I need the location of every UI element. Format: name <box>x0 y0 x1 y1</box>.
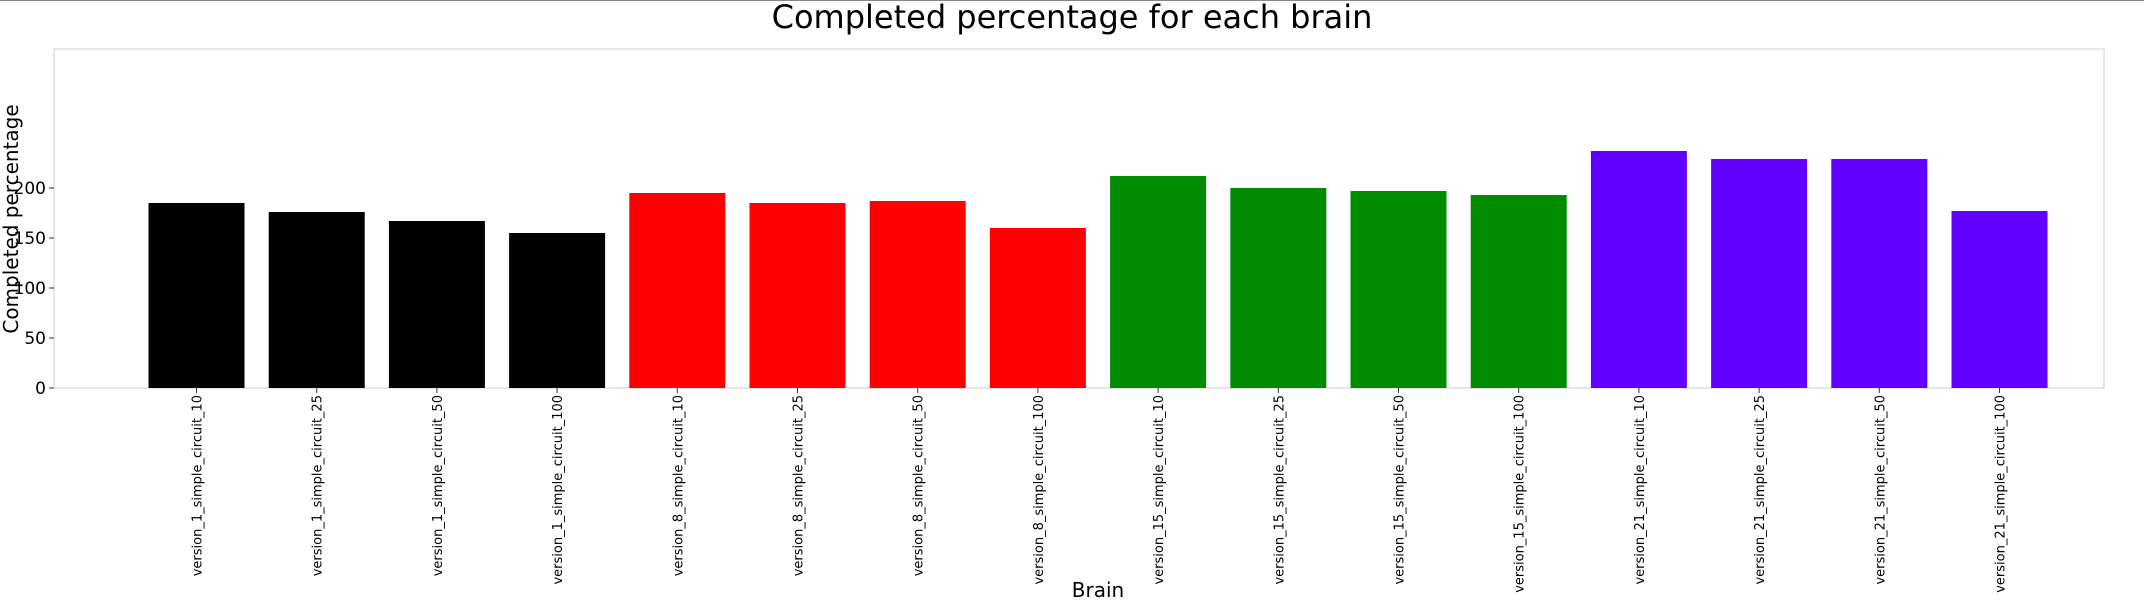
bar-version_8_simple_circuit_10 <box>629 193 726 388</box>
chart-title: Completed percentage for each brain <box>772 1 1373 36</box>
bar-version_1_simple_circuit_100 <box>509 233 606 388</box>
y-tick-label: 200 <box>14 179 46 199</box>
bar-version_21_simple_circuit_25 <box>1711 159 1808 388</box>
x-tick-label: version_8_simple_circuit_50 <box>912 395 927 576</box>
x-axis: version_1_simple_circuit_10 version_1_sim… <box>191 388 2009 593</box>
y-axis-label: Completed percentage <box>0 104 23 333</box>
x-tick-label: version_21_simple_circuit_10 <box>1633 395 1648 585</box>
y-axis: 0 50 100 150 200 <box>14 179 54 399</box>
x-tick-label: version_8_simple_circuit_25 <box>792 395 807 576</box>
y-tick-label: 50 <box>24 329 46 349</box>
y-tick-label: 150 <box>14 229 46 249</box>
bar-version_1_simple_circuit_10 <box>148 203 245 388</box>
bar-version_8_simple_circuit_100 <box>989 228 1086 388</box>
bar-version_15_simple_circuit_10 <box>1110 176 1207 388</box>
bar-version_1_simple_circuit_50 <box>388 221 485 388</box>
bar-version_21_simple_circuit_10 <box>1590 151 1687 388</box>
bar-version_15_simple_circuit_100 <box>1470 195 1567 388</box>
x-tick-label: version_21_simple_circuit_25 <box>1753 395 1768 585</box>
bar-version_8_simple_circuit_50 <box>869 201 966 388</box>
bar-version_21_simple_circuit_50 <box>1831 159 1928 388</box>
x-tick-label: version_8_simple_circuit_10 <box>671 395 686 576</box>
x-tick-label: version_15_simple_circuit_25 <box>1272 395 1287 585</box>
x-tick-label: version_21_simple_circuit_100 <box>1994 395 2009 593</box>
y-tick-label: 100 <box>14 279 46 299</box>
x-axis-label: Brain <box>1072 578 1124 601</box>
bars-group <box>148 151 2048 388</box>
x-tick-label: version_15_simple_circuit_10 <box>1152 395 1167 585</box>
bar-version_1_simple_circuit_25 <box>268 212 365 388</box>
bar-version_15_simple_circuit_25 <box>1230 188 1327 388</box>
x-tick-label: version_1_simple_circuit_25 <box>311 395 326 576</box>
x-tick-label: version_1_simple_circuit_100 <box>551 395 566 585</box>
bar-version_15_simple_circuit_50 <box>1350 191 1447 388</box>
x-tick-label: version_15_simple_circuit_50 <box>1393 395 1408 585</box>
x-tick-label: version_21_simple_circuit_50 <box>1873 395 1888 585</box>
x-tick-label: version_1_simple_circuit_50 <box>431 395 446 576</box>
y-tick-label: 0 <box>35 379 46 399</box>
x-tick-label: version_1_simple_circuit_10 <box>191 395 206 576</box>
x-tick-label: version_15_simple_circuit_100 <box>1513 395 1528 593</box>
x-tick-label: version_8_simple_circuit_100 <box>1032 395 1047 585</box>
bar-version_8_simple_circuit_25 <box>749 203 846 388</box>
bar-version_21_simple_circuit_100 <box>1951 211 2048 388</box>
